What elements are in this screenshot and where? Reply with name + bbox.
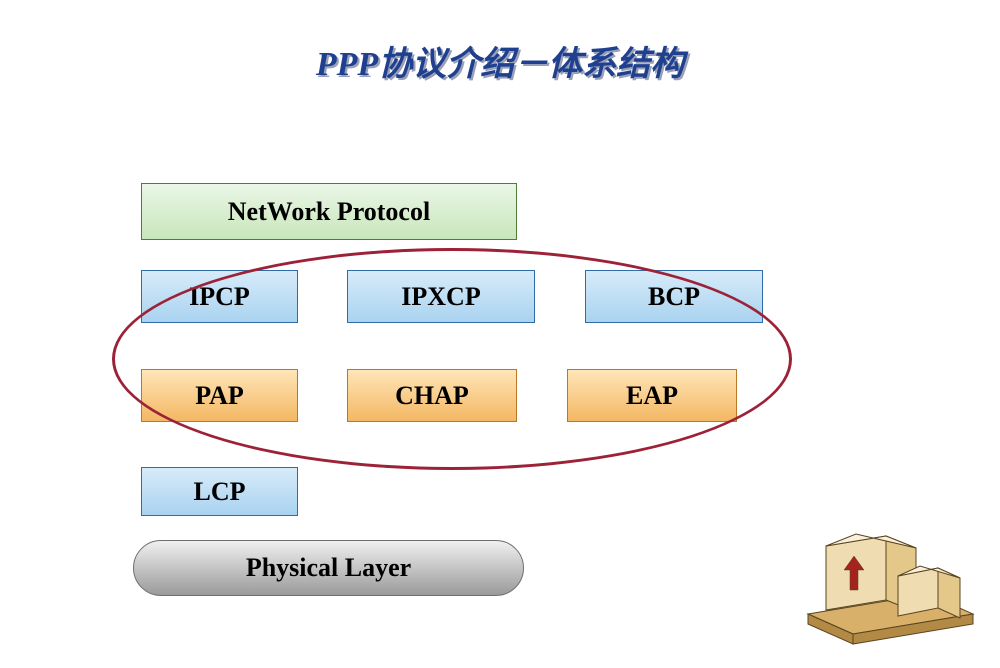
box-label-physical-layer: Physical Layer <box>246 553 411 583</box>
box-label-lcp: LCP <box>194 477 246 507</box>
box-label-network-protocol: NetWork Protocol <box>228 197 430 227</box>
slide-title: PPP协议介绍－体系结构 <box>0 36 1000 85</box>
title-text: PPP协议介绍－体系结构 <box>316 46 684 83</box>
box-network-protocol: NetWork Protocol <box>141 183 517 240</box>
box-physical-layer: Physical Layer <box>133 540 524 596</box>
slide-root: PPP协议介绍－体系结构 NetWork ProtocolIPCPIPXCPBC… <box>0 0 1000 668</box>
box-lcp: LCP <box>141 467 298 516</box>
crate-illustration <box>798 496 978 646</box>
highlight-ellipse <box>112 248 792 470</box>
